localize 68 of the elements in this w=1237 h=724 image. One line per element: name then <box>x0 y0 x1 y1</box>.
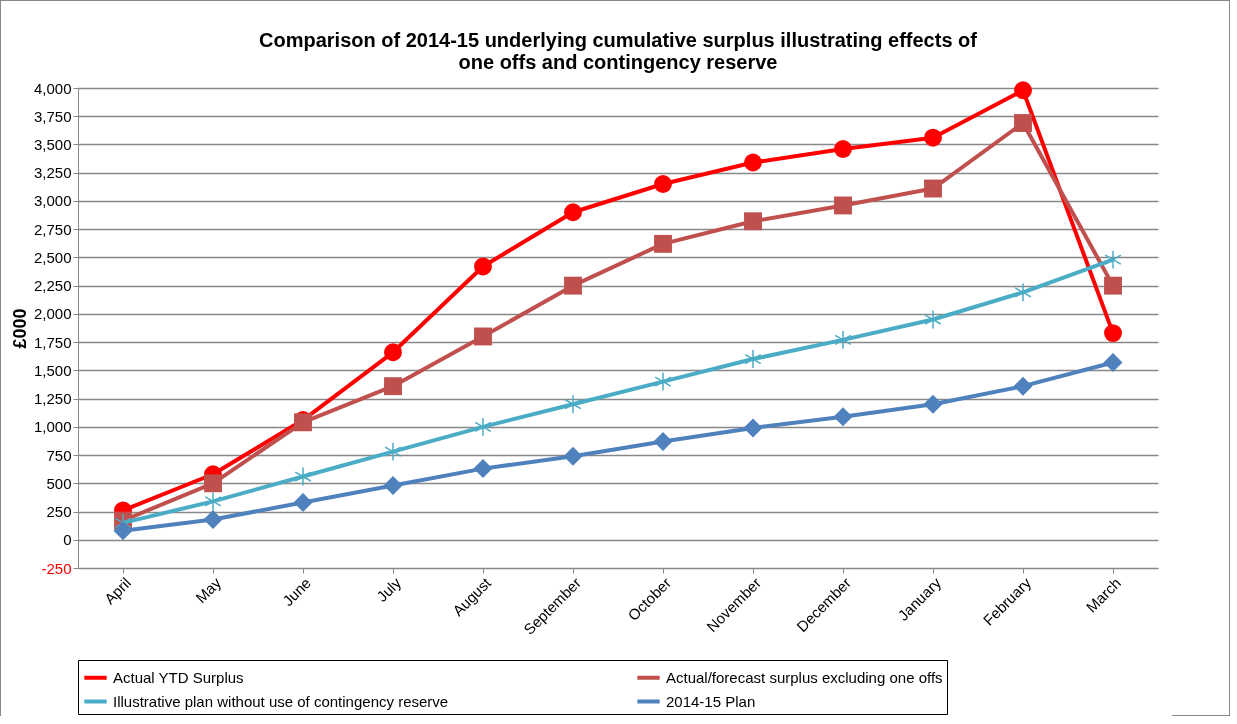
point <box>203 509 223 529</box>
y-tick-label: 3,500 <box>33 135 72 153</box>
point <box>743 418 763 438</box>
y-tick-label: 1,750 <box>33 333 72 351</box>
y-tick-label: 3,250 <box>33 164 72 182</box>
point <box>474 327 492 346</box>
point <box>384 441 402 462</box>
y-tick-label: 500 <box>46 474 72 492</box>
point <box>653 432 673 451</box>
y-tick-label: 4,000 <box>33 79 72 97</box>
x-tick-label: July <box>373 573 405 605</box>
point <box>383 476 403 496</box>
point <box>833 407 853 427</box>
point <box>1014 282 1032 303</box>
point <box>1104 249 1122 270</box>
point <box>834 196 852 215</box>
point <box>1014 81 1032 100</box>
y-tick-label: 2,250 <box>33 277 72 295</box>
chart-title: Comparison of 2014-15 underlying cumulative surplus illustrating effects of one offs and contingency reserve <box>259 29 978 73</box>
y-tick-label: 2,000 <box>33 305 72 323</box>
legend-label: 2014-15 Plan <box>666 692 756 710</box>
point <box>204 491 222 512</box>
point <box>384 343 402 362</box>
point <box>384 377 402 396</box>
point <box>473 459 493 479</box>
point <box>564 276 582 295</box>
point <box>1103 352 1123 372</box>
point <box>654 234 672 253</box>
y-tick-label: 3,750 <box>33 107 72 125</box>
point <box>924 179 942 198</box>
point <box>563 446 583 466</box>
point <box>744 212 762 231</box>
y-tick-label: -250 <box>41 559 72 577</box>
legend-label: Actual YTD Surplus <box>113 668 244 686</box>
point <box>744 349 762 369</box>
y-axis-title: £000 <box>9 308 30 349</box>
point <box>924 128 942 147</box>
y-tick-label: 2,750 <box>33 220 72 238</box>
y-tick-label: 1,000 <box>33 418 72 436</box>
point <box>1104 324 1122 343</box>
point <box>474 257 492 276</box>
point <box>654 371 672 392</box>
point <box>834 140 852 158</box>
point <box>564 394 582 414</box>
point <box>564 203 582 222</box>
point <box>293 493 313 512</box>
point <box>1014 114 1032 132</box>
y-tick-label: 0 <box>63 531 72 549</box>
point <box>834 330 852 350</box>
point <box>294 466 312 487</box>
point <box>923 394 943 414</box>
y-tick-label: 2,500 <box>33 248 72 266</box>
y-tick-label: 1,250 <box>33 390 72 408</box>
point <box>1013 376 1033 396</box>
point <box>924 309 942 330</box>
y-tick-label: 1,500 <box>33 361 72 379</box>
point <box>204 474 222 493</box>
legend-label: Actual/forecast surplus excluding one offs <box>666 668 943 686</box>
point <box>744 153 762 172</box>
y-tick-label: 250 <box>46 503 72 521</box>
point <box>1104 276 1122 295</box>
x-tick-label: May <box>192 573 225 607</box>
legend-label: Illustrative plan without use of contingency reserve <box>113 692 449 710</box>
point <box>654 175 672 193</box>
point <box>113 521 133 541</box>
y-tick-label: 750 <box>46 446 72 464</box>
y-tick-label: 3,000 <box>33 192 72 210</box>
point <box>474 417 492 437</box>
